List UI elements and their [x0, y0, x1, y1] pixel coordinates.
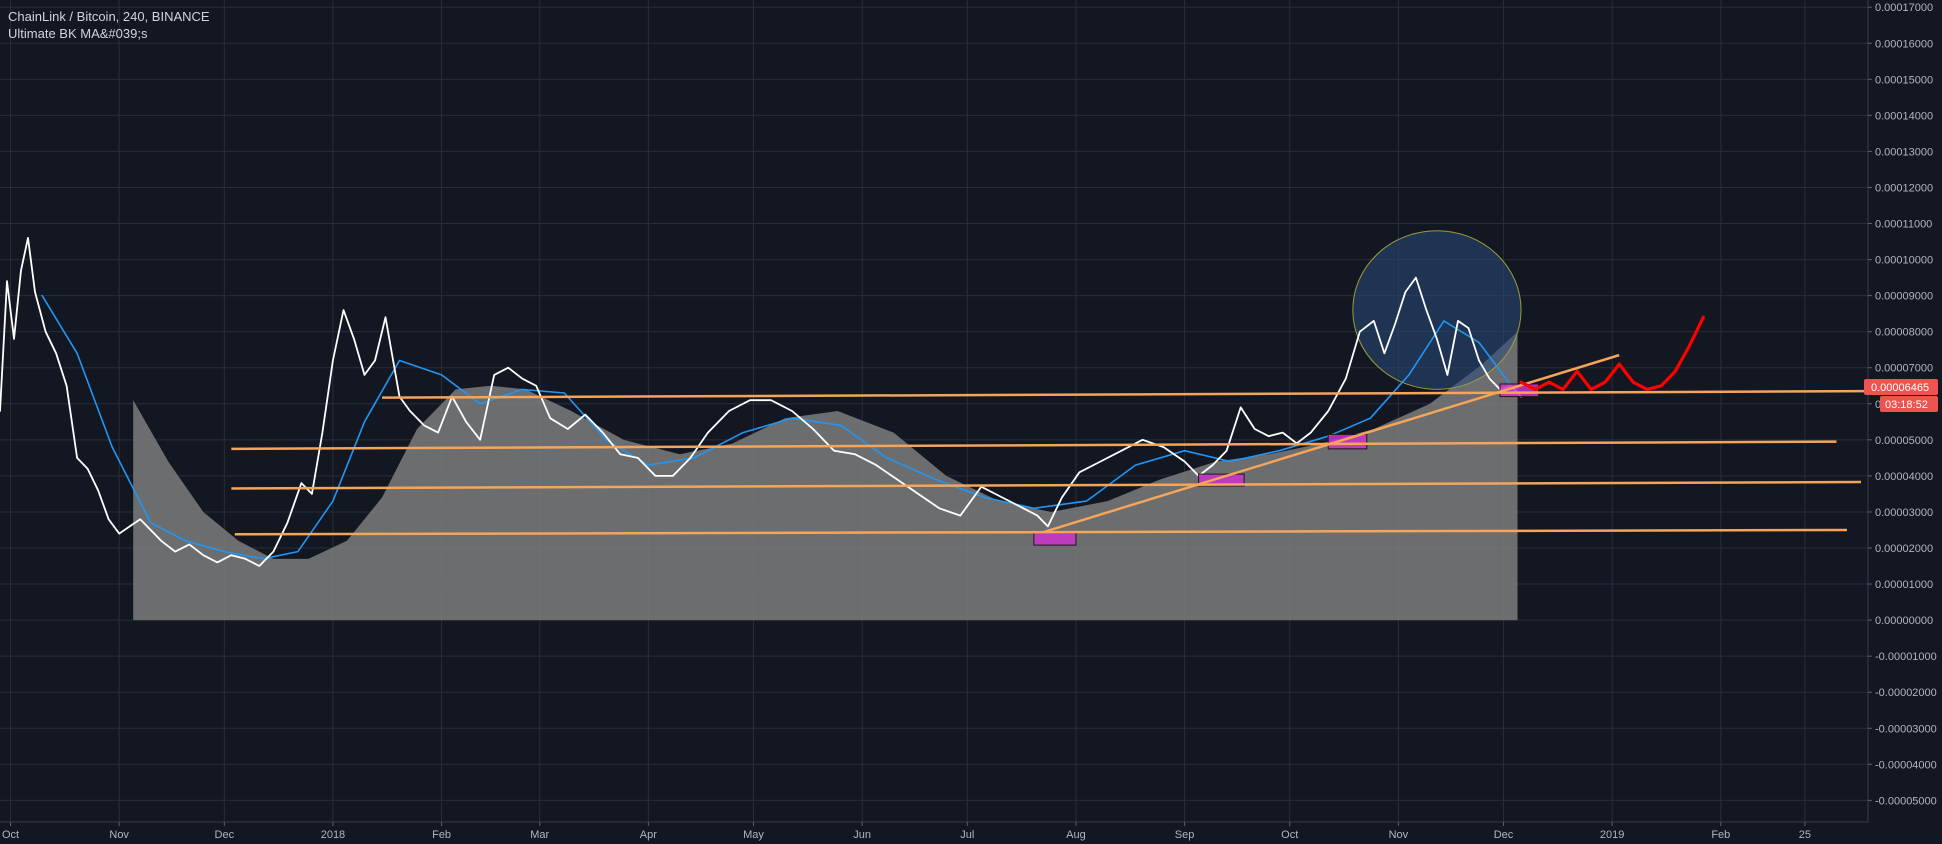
price-axis-label: 0.00012000 [1875, 182, 1933, 194]
price-axis-label: 0.00017000 [1875, 2, 1933, 14]
bar-countdown-tag [1880, 396, 1938, 413]
last-price-value: 0.00006465 [1871, 382, 1929, 394]
price-axis-label: 0.00015000 [1875, 74, 1933, 86]
price-axis-panel [1868, 0, 1942, 844]
horizontal-trendline [231, 440, 1837, 451]
horizontal-trendline [231, 480, 1861, 490]
highlight-ellipse-layer [1352, 230, 1522, 390]
time-axis-label: Jun [853, 829, 871, 841]
time-axis-label: 25 [1799, 829, 1811, 841]
time-axis-label: Feb [1711, 829, 1730, 841]
time-axis-label: Jul [960, 829, 974, 841]
price-axis-label: 0.00001000 [1875, 579, 1933, 591]
time-axis-label: Nov [1389, 829, 1409, 841]
time-axis-label: Feb [432, 829, 451, 841]
price-axis-label: 0.00008000 [1875, 327, 1933, 339]
price-axis-label: 0.00011000 [1875, 219, 1932, 231]
time-axis-label: May [743, 829, 764, 841]
price-axis-label: 0.00010000 [1875, 255, 1933, 267]
price-line [0, 236, 1522, 567]
time-axis-label: Aug [1066, 829, 1086, 841]
price-axis-label: 0.00000000 [1875, 615, 1933, 627]
ma-line-layer [41, 294, 1515, 560]
projection-path [1519, 315, 1705, 391]
price-axis-label: 0.00002000 [1875, 543, 1933, 555]
time-axis-label: Dec [1494, 829, 1514, 841]
bar-countdown-value: 03:18:52 [1885, 399, 1928, 411]
horizontal-trendline [234, 528, 1847, 536]
price-axis-label: 0.00014000 [1875, 110, 1933, 122]
price-tags-layer: 0.00006465 03:18:52 [1864, 379, 1938, 413]
price-axis-label: 0.00016000 [1875, 38, 1933, 50]
projection-layer [1519, 315, 1705, 391]
price-axis-label: 0.00005000 [1875, 435, 1933, 447]
time-axis-label: Dec [215, 829, 235, 841]
price-axis-label: -0.00005000 [1875, 795, 1937, 807]
price-axis-label: 0.00009000 [1875, 291, 1933, 303]
price-axis-label: -0.00002000 [1875, 687, 1937, 699]
price-axis-label: 0.00004000 [1875, 471, 1933, 483]
time-axis-label: Oct [2, 829, 19, 841]
time-axis-label: 2018 [321, 829, 345, 841]
highlight-ellipse [1352, 230, 1522, 390]
time-axis-label: Apr [640, 829, 657, 841]
price-axis-label: 0.00003000 [1875, 507, 1933, 519]
time-axis-label: Oct [1281, 829, 1298, 841]
price-axis-label: 0.00013000 [1875, 146, 1933, 158]
support-zone [1033, 532, 1077, 546]
trendlines-layer [231, 353, 1865, 536]
support-zone [1327, 433, 1368, 450]
ma-line [41, 294, 1515, 560]
time-axis-label: 2019 [1600, 829, 1624, 841]
horizontal-trendline [382, 389, 1865, 399]
price-axis-label: 0.00007000 [1875, 363, 1933, 375]
price-axis-label: -0.00003000 [1875, 723, 1937, 735]
price-axis-label: -0.00001000 [1875, 651, 1937, 663]
price-axis-label: -0.00004000 [1875, 759, 1937, 771]
grid-lines [0, 0, 1868, 822]
price-line-layer [0, 236, 1522, 567]
time-axis-panel [0, 822, 1942, 844]
time-axis-label: Mar [530, 829, 549, 841]
time-axis-label: Sep [1175, 829, 1195, 841]
time-axis-label: Nov [109, 829, 129, 841]
last-price-tag [1864, 379, 1938, 396]
support-zone [1198, 473, 1245, 487]
